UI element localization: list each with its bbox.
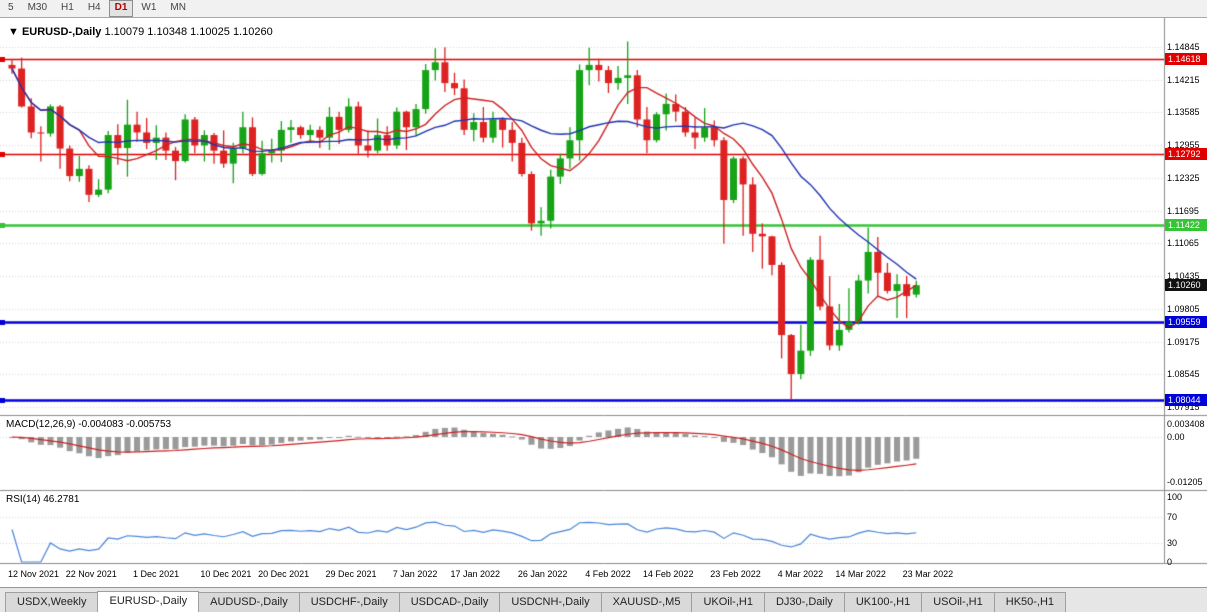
symbol-tab-xauusd-m5[interactable]: XAUUSD-,M5 [600, 592, 693, 612]
macd-name: MACD(12,26,9) [6, 419, 76, 430]
symbol-tab-uk100-h1[interactable]: UK100-,H1 [843, 592, 923, 612]
symbol-tab-hk50-h1[interactable]: HK50-,H1 [993, 592, 1067, 612]
timeframe-button-m30[interactable]: M30 [27, 2, 48, 13]
symbol-tab-usdchf-daily[interactable]: USDCHF-,Daily [298, 592, 400, 612]
timeframe-toolbar: 5 M30 H1 H4 D1 W1 MN [0, 0, 1207, 18]
symbol-tab-usoil-h1[interactable]: USOil-,H1 [921, 592, 995, 612]
timeframe-button-mn[interactable]: MN [170, 2, 186, 13]
chart-dropdown-arrow-icon[interactable]: ▼ [8, 26, 19, 38]
macd-values: -0.004083 -0.005753 [78, 419, 172, 430]
symbol-tab-ukoil-h1[interactable]: UKOil-,H1 [691, 592, 765, 612]
timeframe-button-5[interactable]: 5 [8, 2, 14, 13]
symbol-tab-dj30-daily[interactable]: DJ30-,Daily [763, 592, 845, 612]
chart-ohlc-label: 1.10079 1.10348 1.10025 1.10260 [104, 26, 273, 38]
timeframe-button-w1[interactable]: W1 [141, 2, 157, 13]
symbol-tab-usdcnh-daily[interactable]: USDCNH-,Daily [499, 592, 602, 612]
symbol-tab-usdcad-daily[interactable]: USDCAD-,Daily [398, 592, 501, 612]
rsi-indicator-label: RSI(14) 46.2781 [6, 494, 79, 505]
timeframe-button-d1[interactable]: D1 [108, 0, 134, 17]
chart-title: ▼ EURUSD-,Daily 1.10079 1.10348 1.10025 … [8, 26, 273, 38]
symbol-tab-eurusd-daily[interactable]: EURUSD-,Daily [97, 591, 200, 612]
timeframe-button-h4[interactable]: H4 [87, 2, 101, 13]
symbol-tabbar: USDX,Weekly EURUSD-,Daily AUDUSD-,Daily USD… [0, 587, 1207, 612]
rsi-value: 46.2781 [43, 494, 80, 505]
timeframe-button-h1[interactable]: H1 [61, 2, 74, 13]
symbol-tab-audusd-daily[interactable]: AUDUSD-,Daily [198, 592, 300, 612]
price-chart-canvas[interactable] [0, 18, 1207, 587]
chart-window: ▼ EURUSD-,Daily 1.10079 1.10348 1.10025 … [0, 18, 1207, 587]
rsi-name: RSI(14) [6, 494, 41, 505]
symbol-tab-usdx-weekly[interactable]: USDX,Weekly [5, 592, 99, 612]
chart-symbol-label: EURUSD-,Daily [21, 26, 102, 38]
macd-indicator-label: MACD(12,26,9) -0.004083 -0.005753 [6, 419, 171, 430]
